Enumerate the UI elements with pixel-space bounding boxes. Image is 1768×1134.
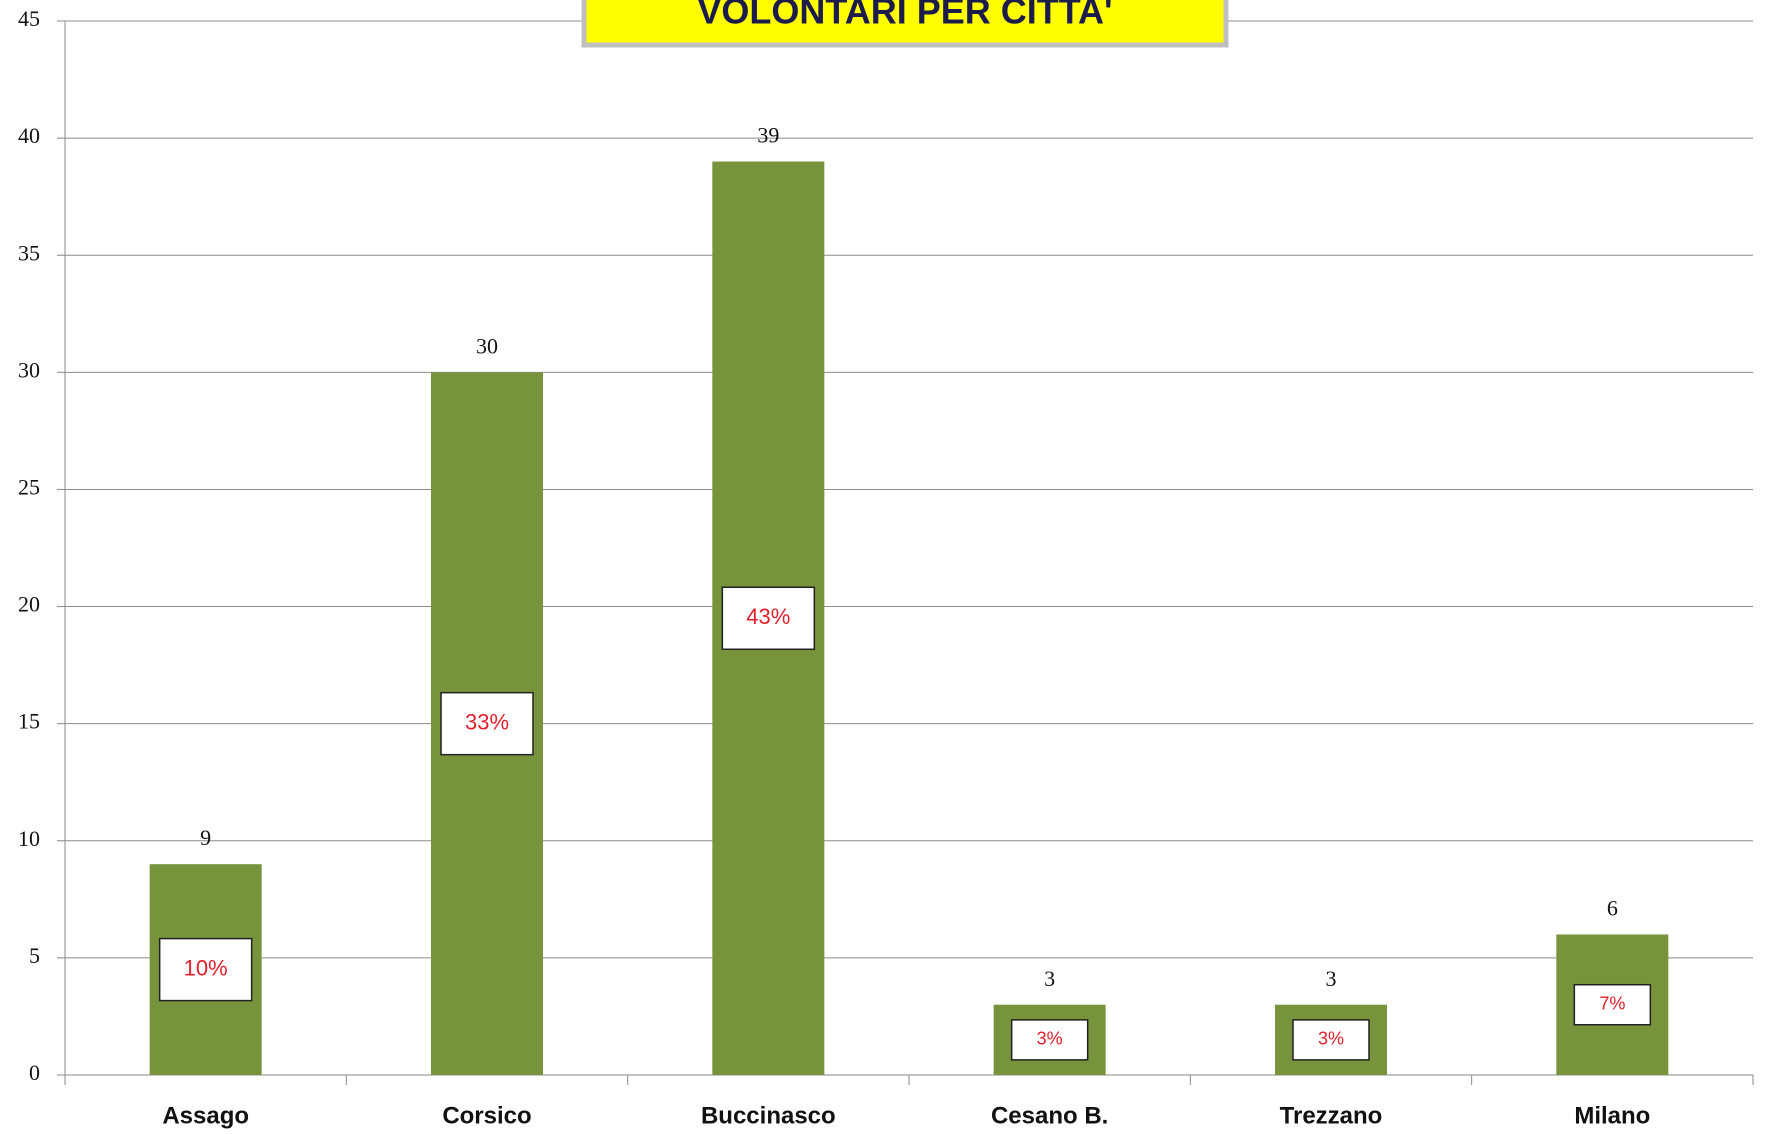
- x-tick-label: Cesano B.: [991, 1102, 1108, 1129]
- percent-box: [721, 586, 816, 651]
- x-tick-label: Milano: [1574, 1102, 1650, 1129]
- y-tick-label: 5: [29, 943, 40, 968]
- percent-box: [1573, 983, 1652, 1026]
- bars: 10% 33% 43% 3% 3% 7%: [149, 161, 1669, 1076]
- value-label: 3: [1326, 966, 1337, 991]
- value-label: 3: [1044, 966, 1055, 991]
- percent-box: [440, 691, 534, 756]
- y-tick-label: 30: [18, 357, 40, 382]
- y-tick-label: 35: [18, 240, 40, 265]
- x-tick-label: Assago: [162, 1102, 249, 1129]
- chart-title: VOLONTARI PER CITTA': [697, 0, 1112, 32]
- value-label: 6: [1607, 896, 1618, 921]
- title-box: [581, 0, 1229, 48]
- percent-box: [158, 937, 253, 1002]
- y-tick-label: 25: [18, 474, 40, 499]
- percent-label: 43%: [746, 604, 790, 629]
- value-label: 39: [757, 123, 779, 148]
- percent-box: [1292, 1019, 1370, 1061]
- percent-box: [1010, 1019, 1089, 1061]
- x-tick-label: Trezzano: [1280, 1102, 1383, 1129]
- y-tick-label: 15: [18, 709, 40, 734]
- percent-label: 7%: [1599, 993, 1625, 1013]
- y-tick-label: 0: [29, 1060, 40, 1085]
- y-tick-label: 45: [18, 6, 40, 31]
- x-tick-label: Buccinasco: [701, 1102, 836, 1129]
- y-tick-label: 20: [18, 592, 40, 617]
- y-tick-label: 40: [18, 123, 40, 148]
- percent-label: 33%: [465, 709, 509, 734]
- percent-label: 3%: [1037, 1029, 1063, 1049]
- percent-label: 3%: [1318, 1029, 1344, 1049]
- value-label: 9: [200, 825, 211, 850]
- value-label: 30: [476, 333, 498, 358]
- y-tick-label: 10: [18, 826, 40, 851]
- grid: [57, 20, 1754, 1085]
- x-tick-label: Corsico: [442, 1102, 531, 1129]
- percent-label: 10%: [184, 955, 228, 980]
